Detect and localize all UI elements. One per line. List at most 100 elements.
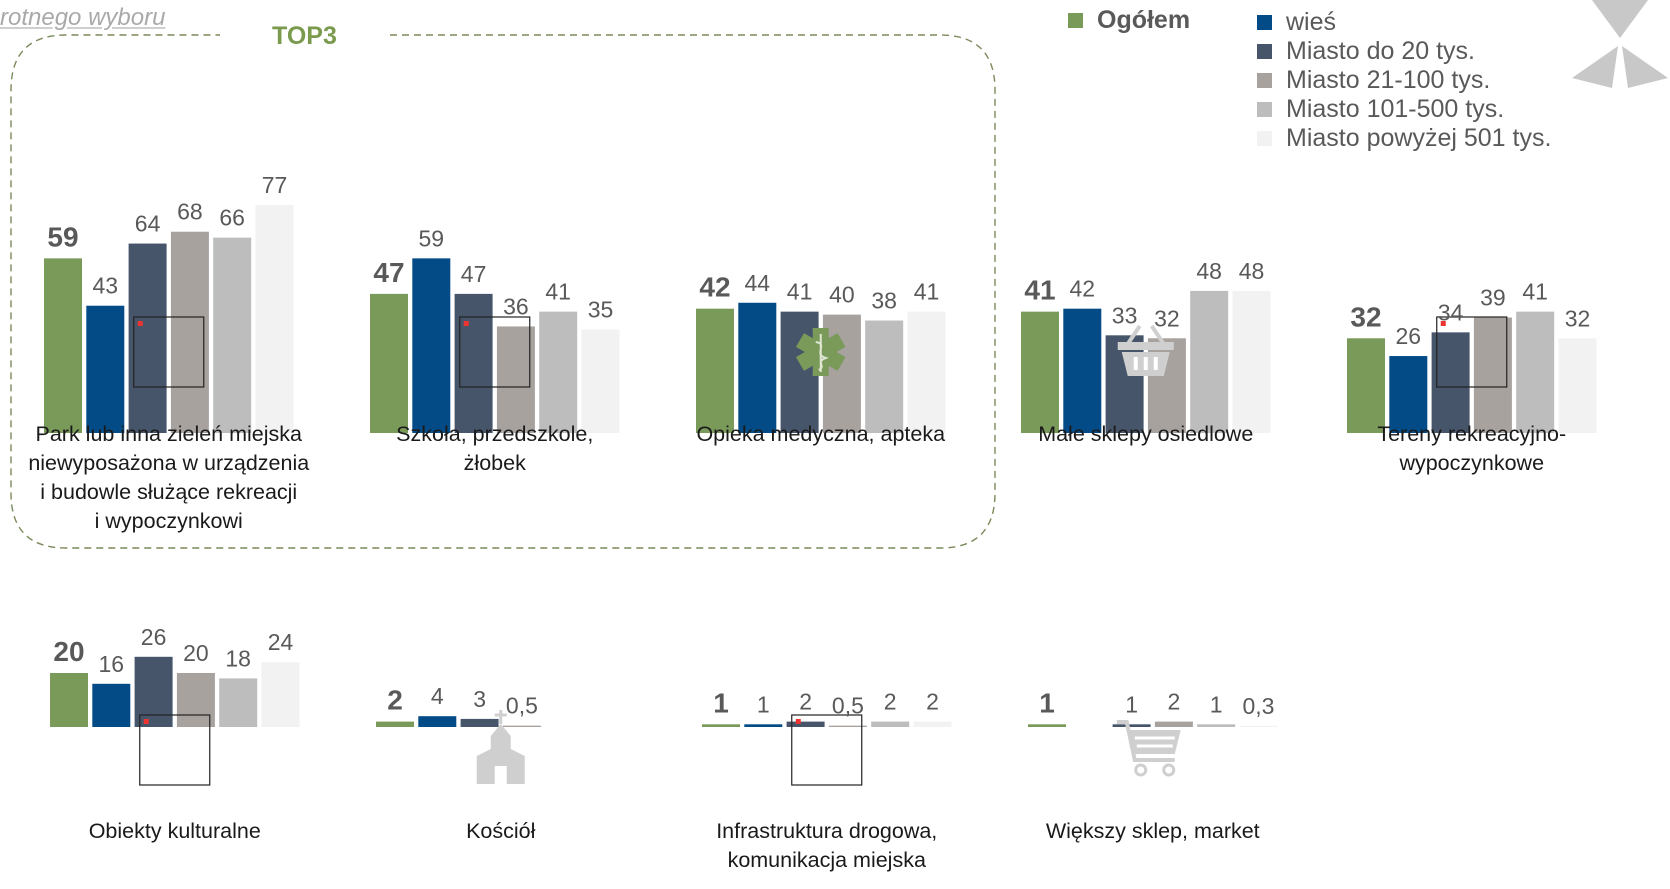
data-label: 41 <box>1024 275 1055 306</box>
legend: wieś Miasto do 20 tys. Miasto 21-100 tys… <box>1257 8 1551 153</box>
data-label: 48 <box>1239 258 1265 284</box>
broken-image-glyph <box>137 321 143 326</box>
legend-item-ogolem: Ogółem <box>1068 6 1190 35</box>
cart-frame <box>1116 720 1175 762</box>
data-label: 41 <box>787 279 813 305</box>
data-label: 26 <box>1396 323 1422 349</box>
basket-slats <box>1133 357 1158 370</box>
cart-lines <box>1134 736 1175 748</box>
broken-image-glyph <box>1440 321 1446 326</box>
data-label: 0,5 <box>506 693 538 719</box>
data-label: 44 <box>745 270 771 296</box>
broken-image-icon <box>139 714 211 786</box>
bar <box>1558 338 1597 433</box>
data-label: 40 <box>829 282 855 308</box>
category-label: żłobek <box>464 451 526 475</box>
category-label: Większy sklep, market <box>1046 819 1260 843</box>
broken-image-frame <box>459 316 531 388</box>
bar <box>702 724 740 727</box>
bar <box>1389 356 1428 433</box>
data-label: 20 <box>53 636 84 667</box>
bar <box>913 721 952 727</box>
data-label: 2 <box>799 689 812 715</box>
data-label: 34 <box>1438 299 1464 325</box>
data-label: 32 <box>1154 305 1180 331</box>
bar <box>1516 311 1555 433</box>
bar <box>1197 724 1236 727</box>
data-label: 2 <box>387 685 403 716</box>
data-label: 1 <box>1210 691 1223 717</box>
bar <box>1190 290 1229 433</box>
data-label: 0,5 <box>832 693 864 719</box>
legend-ogolem: Ogółem <box>1068 6 1190 35</box>
church-spire <box>490 724 511 736</box>
chart-heading: rotnego wyboru <box>0 4 166 31</box>
legend-swatch <box>1257 102 1272 117</box>
data-label: 41 <box>1522 279 1548 305</box>
broken-image-glyph <box>463 321 469 326</box>
legend-item: wieś <box>1257 8 1551 37</box>
legend-swatch <box>1257 73 1272 88</box>
bar <box>370 293 408 433</box>
basket-rim <box>1117 342 1174 350</box>
cart-basket <box>1128 730 1181 754</box>
data-label: 20 <box>183 640 209 666</box>
bar <box>780 311 819 433</box>
church-nave <box>476 744 525 784</box>
category-label: Małe sklepy osiedlowe <box>1038 422 1253 446</box>
bar <box>86 305 125 433</box>
bar <box>170 231 209 433</box>
data-label: 59 <box>47 221 78 252</box>
bar <box>1473 317 1512 433</box>
broken-image-frame <box>139 714 211 786</box>
church-door <box>494 766 507 784</box>
data-label: 47 <box>461 261 487 287</box>
bar <box>376 721 414 727</box>
category-label: Infrastruktura drogowa, <box>716 819 937 843</box>
data-label: 1 <box>1039 687 1055 718</box>
bar <box>213 237 252 433</box>
legend-label-ogolem: Ogółem <box>1097 6 1191 34</box>
data-label: 64 <box>135 211 161 237</box>
bar <box>828 725 867 727</box>
data-label: 32 <box>1350 301 1381 332</box>
bar <box>786 721 825 727</box>
bar <box>496 326 535 433</box>
bar <box>744 724 783 727</box>
church-cross <box>494 710 507 724</box>
data-label: 77 <box>262 172 288 198</box>
bar <box>1232 290 1271 433</box>
data-label: 66 <box>219 205 245 231</box>
legend-swatch <box>1257 44 1272 59</box>
bar <box>539 311 578 433</box>
data-label: 42 <box>699 272 730 303</box>
medical-cross-icon <box>795 328 846 376</box>
legend-label: Miasto powyżej 501 tys. <box>1286 124 1552 152</box>
bar <box>1105 335 1144 433</box>
bar <box>219 678 258 727</box>
data-label: 35 <box>588 296 614 322</box>
legend-item: Miasto powyżej 501 tys. <box>1257 124 1551 153</box>
bar <box>44 258 82 433</box>
data-label: 32 <box>1565 305 1591 331</box>
broken-image-icon <box>1436 316 1508 388</box>
bar <box>1028 724 1066 727</box>
data-label: 1 <box>757 691 770 717</box>
broken-image-glyph <box>143 719 149 724</box>
bar <box>871 721 910 727</box>
cart-wheel <box>1162 763 1176 777</box>
data-label: 3 <box>473 686 486 712</box>
category-label: i wypoczynkowi <box>95 509 243 533</box>
data-label: 59 <box>419 225 445 251</box>
basket-handle <box>1126 324 1166 346</box>
bar <box>1347 338 1385 433</box>
broken-image-frame <box>1436 316 1508 388</box>
category-label: wypoczynkowe <box>1398 451 1544 475</box>
bar <box>581 329 620 433</box>
legend-label: Miasto 101-500 tys. <box>1286 95 1505 123</box>
data-label: 47 <box>373 257 404 288</box>
data-label: 33 <box>1112 302 1138 328</box>
data-label: 36 <box>503 293 529 319</box>
bar <box>50 673 88 727</box>
